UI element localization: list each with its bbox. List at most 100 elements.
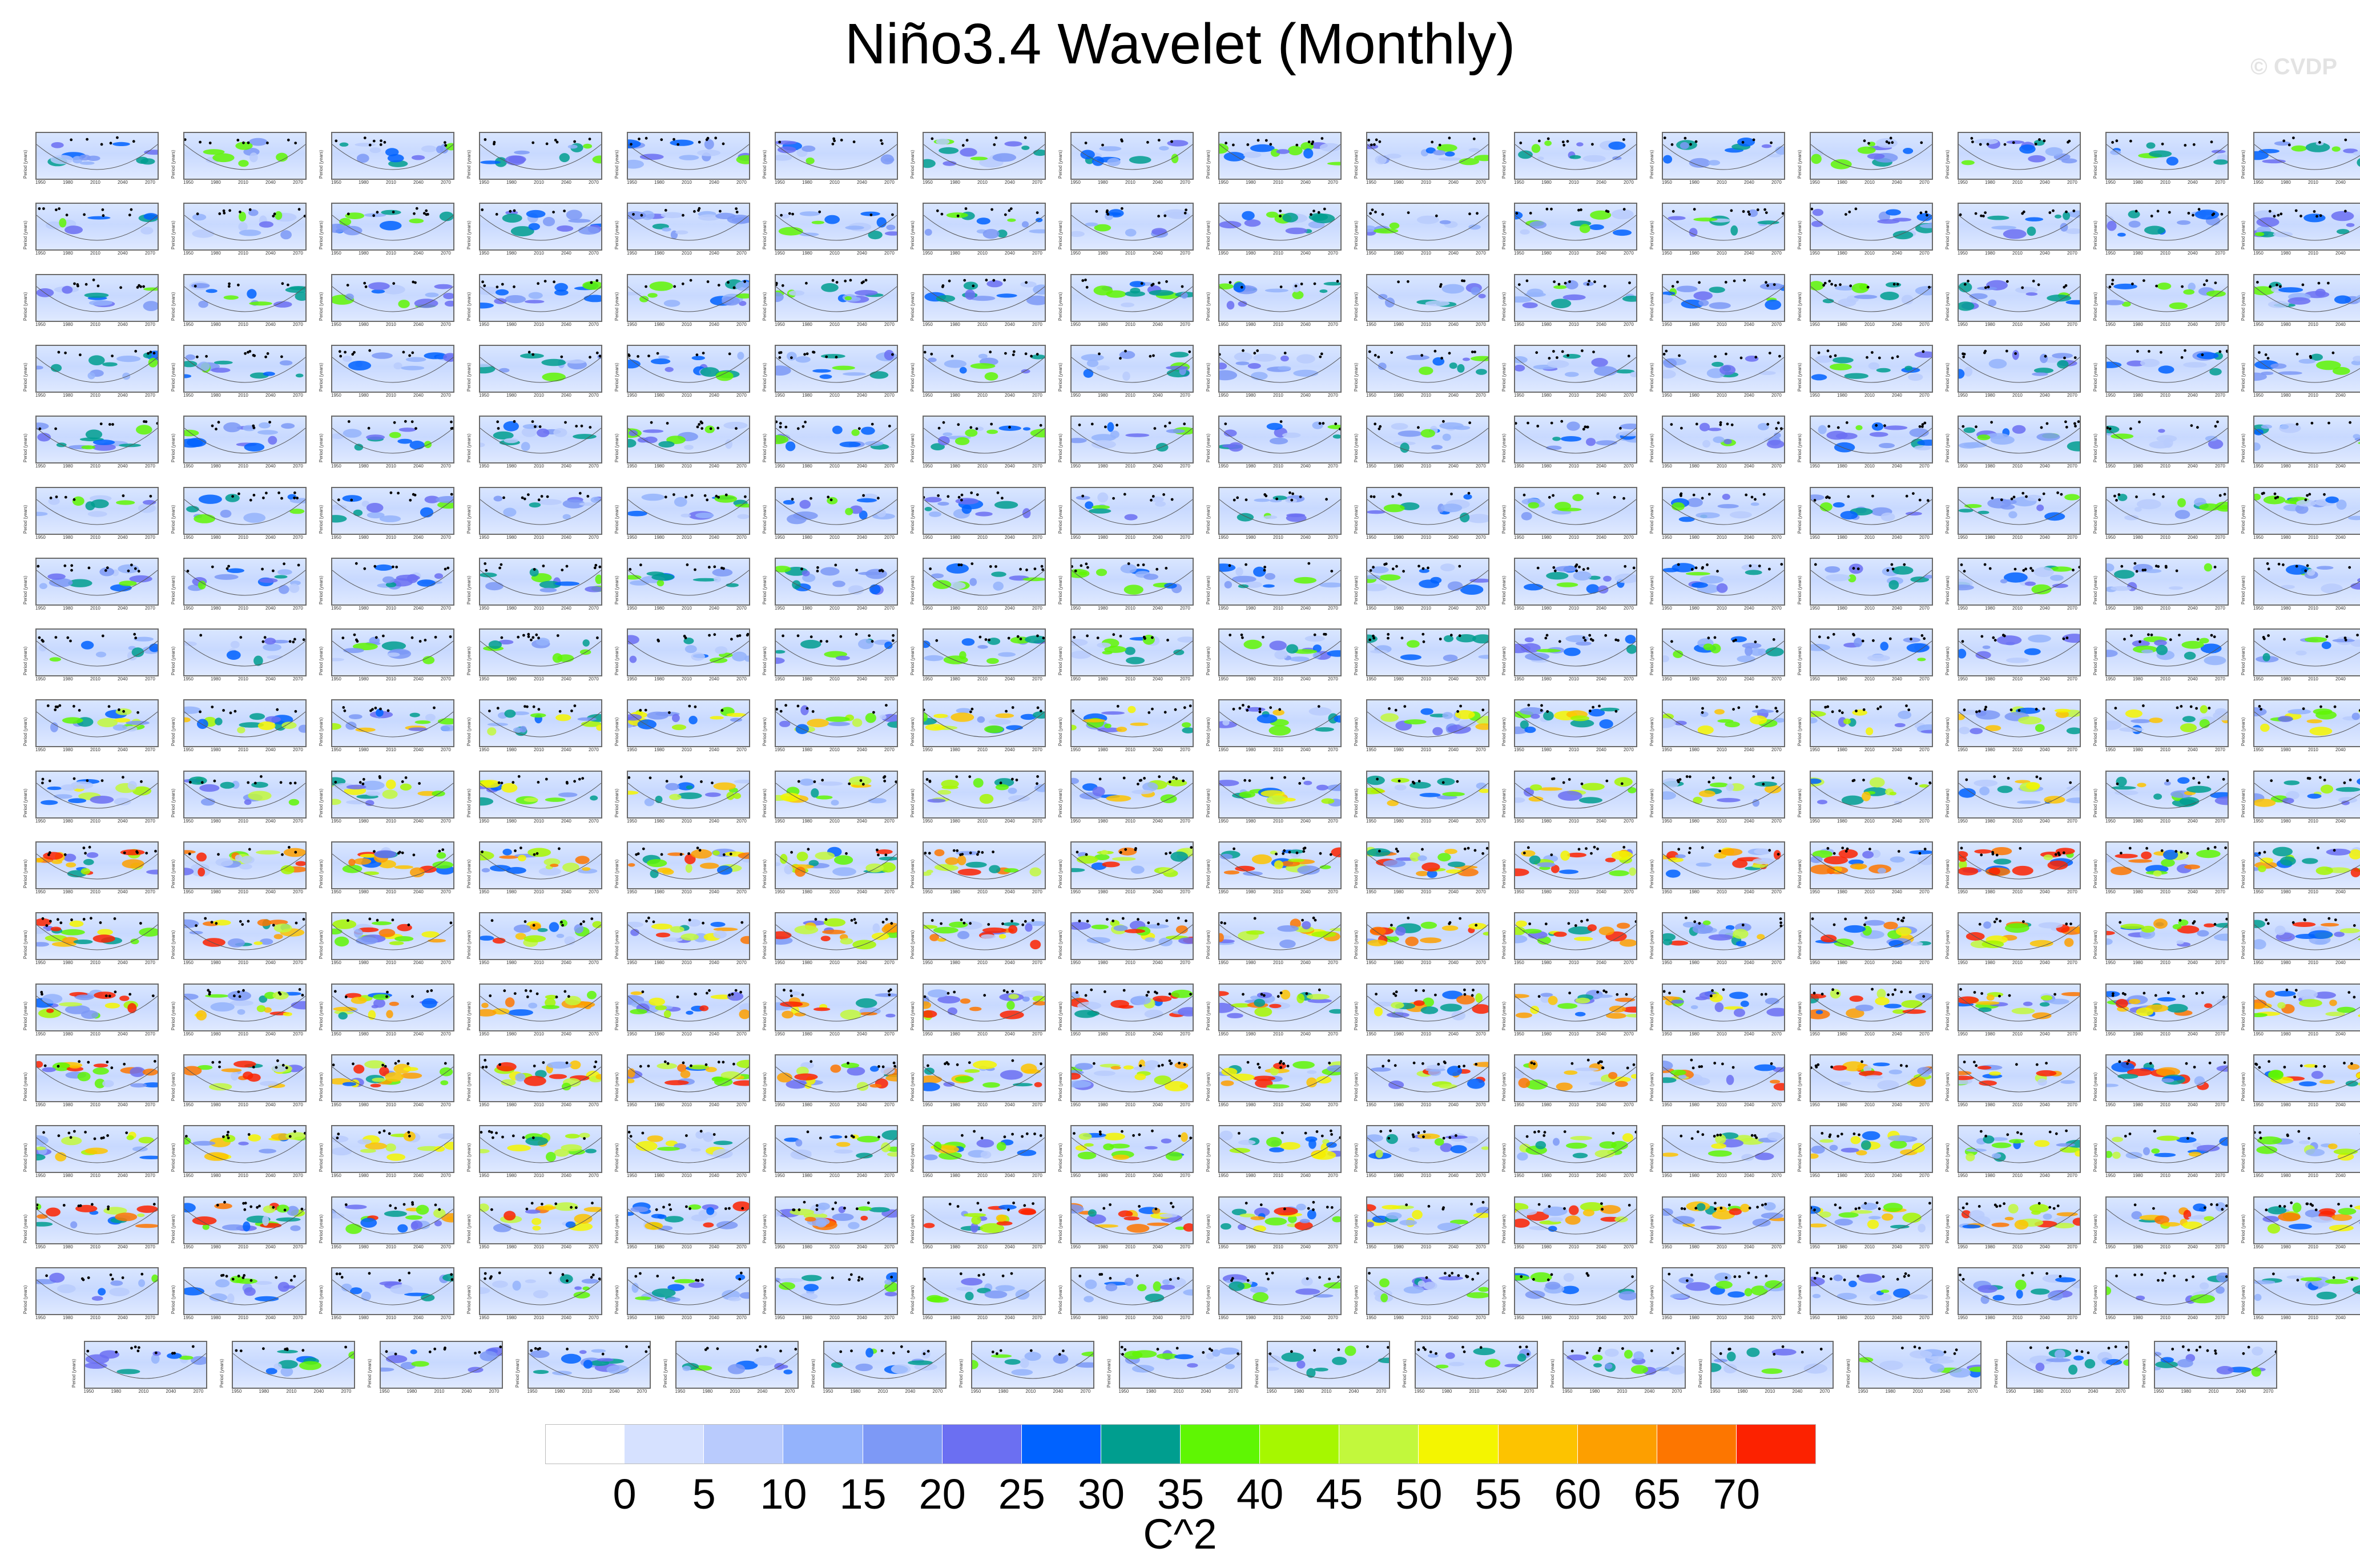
panel-xtick: 2070 <box>589 818 599 824</box>
significance-dot <box>2142 704 2145 708</box>
panel-xtick: 1980 <box>506 605 517 611</box>
power-blob <box>1266 795 1288 805</box>
significance-dot <box>1421 632 1425 636</box>
power-blob <box>961 504 972 514</box>
power-blob <box>1083 369 1094 378</box>
power-blob <box>1264 288 1288 292</box>
panel-xtick: 2070 <box>1032 392 1042 398</box>
power-blob <box>529 502 541 507</box>
significance-dot <box>1719 421 1722 424</box>
panel-ylabel: Period (years) <box>1797 150 1802 179</box>
significance-dot <box>127 569 130 573</box>
significance-dot <box>2344 638 2347 642</box>
panel-ylabel: Period (years) <box>1206 718 1211 747</box>
power-blob <box>505 295 526 303</box>
power-blob <box>2033 367 2054 373</box>
significance-dot <box>1604 634 1608 637</box>
significance-dot <box>137 570 140 573</box>
panel-ylabel: Period (years) <box>1797 505 1802 534</box>
power-blob <box>1871 422 1884 431</box>
power-blob <box>735 293 749 299</box>
cone-of-influence <box>628 428 749 454</box>
power-blob <box>1459 720 1476 728</box>
chart-title: Niño3.4 Wavelet (Monthly) <box>844 12 1516 76</box>
significance-dot <box>797 780 800 783</box>
significance-dot <box>1127 562 1130 565</box>
power-blob <box>1020 714 1037 720</box>
power-blob <box>1707 160 1721 166</box>
panel-xtick: 2010 <box>2160 251 2170 256</box>
panel-xtick: 2010 <box>2012 463 2023 469</box>
power-blob <box>1097 492 1109 502</box>
significance-dot <box>925 777 929 781</box>
power-blob <box>1892 217 1912 222</box>
power-blob <box>2309 727 2333 736</box>
panel-heatmap <box>2254 562 2360 596</box>
panel-xtick: 1980 <box>654 392 664 398</box>
panel-ylabel: Period (years) <box>2241 433 2246 463</box>
significance-dot <box>2202 283 2206 286</box>
significance-dot <box>2108 285 2112 288</box>
power-blob <box>215 718 223 726</box>
panel-heatmap <box>2107 775 2228 809</box>
panel-plot <box>1958 770 2081 819</box>
significance-dot <box>1872 639 1875 642</box>
significance-dot <box>969 426 973 429</box>
significance-dot <box>522 634 525 637</box>
power-blob <box>1091 440 1116 449</box>
power-blob <box>2313 708 2333 715</box>
panel-xtick: 1950 <box>2105 605 2116 611</box>
power-blob <box>1875 138 1898 148</box>
power-blob <box>884 231 897 236</box>
power-blob <box>1985 725 2001 732</box>
power-blob <box>1888 579 1899 590</box>
significance-dot <box>1750 495 1754 498</box>
power-blob <box>2065 300 2080 305</box>
panel-heatmap <box>1959 775 2080 809</box>
significance-dot <box>1174 708 1177 711</box>
significance-dot <box>37 565 40 568</box>
significance-dot <box>101 634 104 638</box>
significance-dot <box>800 567 803 570</box>
panel-xtick: 1980 <box>1394 251 1404 256</box>
panel-ylabel: Period (years) <box>910 362 915 392</box>
cone-of-influence <box>1515 499 1636 525</box>
panel-heatmap <box>480 420 601 454</box>
power-blob <box>628 574 642 580</box>
significance-dot <box>1279 285 1283 288</box>
panel-ylabel: Period (years) <box>1501 221 1507 250</box>
power-blob <box>1285 227 1308 235</box>
panel-xtick: 1950 <box>2253 251 2264 256</box>
power-blob <box>263 643 281 651</box>
significance-dot <box>1596 491 1600 495</box>
significance-dot <box>1152 354 1155 357</box>
significance-dot <box>1960 563 1963 566</box>
power-blob <box>787 514 807 524</box>
power-blob <box>1463 494 1472 499</box>
panel-xtick: 1950 <box>1218 463 1229 469</box>
significance-dot <box>1325 497 1328 501</box>
significance-dot <box>975 427 978 430</box>
panel-xtick: 2040 <box>1153 747 1163 753</box>
panel-plot <box>1514 770 1637 819</box>
power-blob <box>1323 281 1340 285</box>
significance-dot <box>1993 639 1997 642</box>
power-blob <box>2131 719 2151 724</box>
power-blob <box>184 429 199 437</box>
significance-dot <box>526 706 529 708</box>
panel-xtick: 1950 <box>183 534 194 540</box>
significance-dot <box>1963 708 1966 712</box>
significance-dot <box>1039 424 1042 427</box>
significance-dot <box>2267 634 2270 637</box>
power-blob <box>2031 584 2052 595</box>
significance-dot <box>2166 779 2169 782</box>
significance-dot <box>200 781 204 784</box>
significance-dot <box>2141 569 2145 571</box>
panel-ylabel: Period (years) <box>1354 150 1359 179</box>
panel-xtick: 2010 <box>90 889 100 894</box>
significance-dot <box>2065 210 2068 213</box>
